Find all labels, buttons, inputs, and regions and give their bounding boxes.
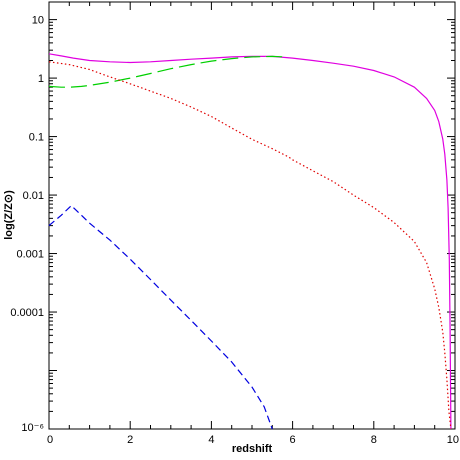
series-lines bbox=[48, 53, 452, 430]
x-tick-label: 8 bbox=[371, 434, 377, 446]
x-tick-label: 6 bbox=[290, 434, 296, 446]
x-tick-label: 0 bbox=[47, 434, 53, 446]
green-long-dashed-series-line bbox=[48, 55, 285, 88]
magenta-solid-series-line bbox=[48, 53, 452, 430]
y-tick-label: 10⁻⁶ bbox=[21, 422, 44, 434]
plot-frame bbox=[48, 1, 456, 430]
x-tick-label: 4 bbox=[208, 434, 214, 446]
y-tick-label: 0.1 bbox=[29, 132, 44, 144]
x-axis-label: redshift bbox=[232, 443, 273, 455]
y-tick-label: 1 bbox=[38, 73, 44, 85]
y-tick-label: 10 bbox=[32, 15, 44, 27]
axis-ticks bbox=[48, 1, 456, 430]
x-tick-label: 2 bbox=[127, 434, 133, 446]
y-tick-labels: 10 1 0.1 0.01 0.001 0.0001 10⁻⁶ bbox=[10, 15, 44, 434]
x-tick-labels: 0 2 4 6 8 10 bbox=[47, 434, 459, 446]
y-tick-label: 0.001 bbox=[16, 249, 44, 261]
y-tick-label: 0.0001 bbox=[10, 307, 44, 319]
y-axis-label: log(Z/Z⊙) bbox=[3, 190, 15, 240]
x-tick-label: 10 bbox=[447, 434, 459, 446]
red-dotted-series-line bbox=[48, 61, 452, 430]
y-tick-label: 0.01 bbox=[23, 190, 44, 202]
blue-dashed-series-line bbox=[48, 205, 273, 430]
